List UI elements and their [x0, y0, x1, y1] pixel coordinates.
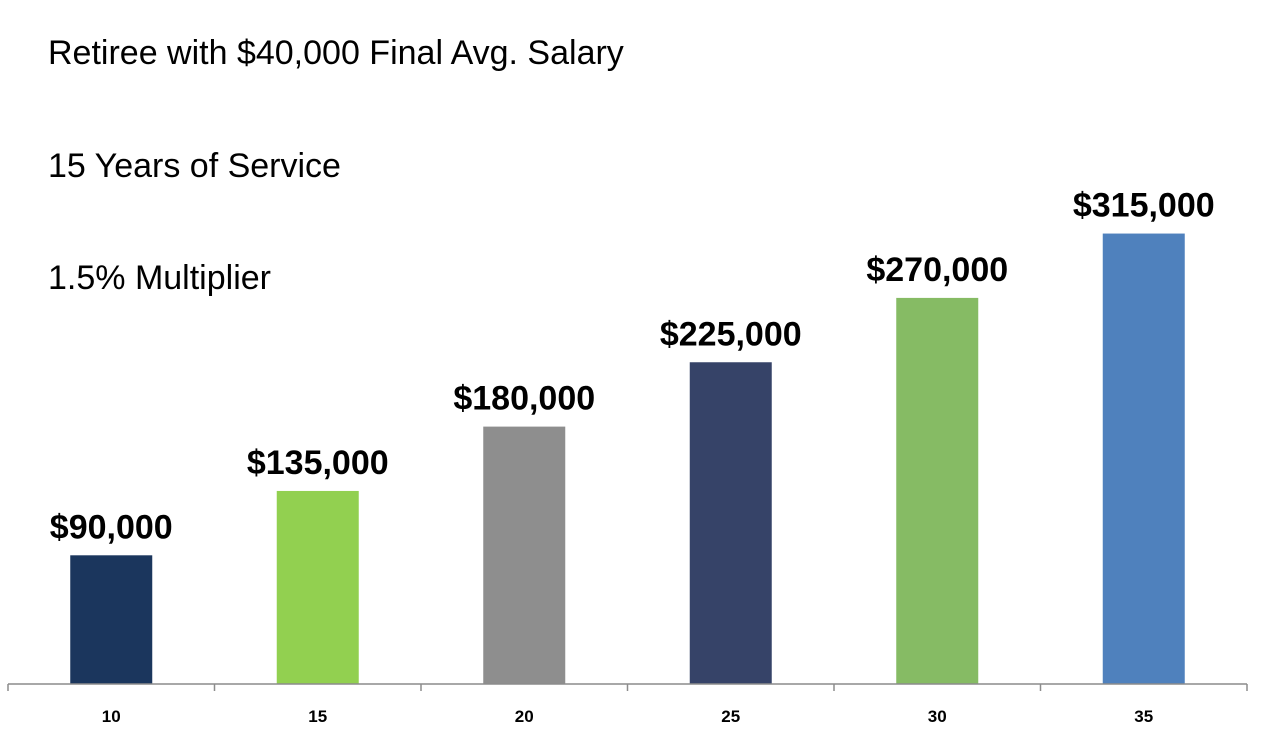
x-tick-label-10: 10: [102, 707, 121, 726]
annotation-salary: Retiree with $40,000 Final Avg. Salary: [48, 34, 624, 72]
annotation-multiplier: 1.5% Multiplier: [48, 259, 271, 297]
x-tick-label-30: 30: [928, 707, 947, 726]
annotation-years-of-service: 15 Years of Service: [48, 147, 341, 185]
bar-15: [276, 490, 359, 684]
bar-35: [1102, 233, 1185, 685]
data-label-30: $270,000: [866, 251, 1008, 289]
bars: [70, 233, 1185, 685]
x-tick-label-25: 25: [721, 707, 740, 726]
bar-10: [70, 555, 153, 684]
data-label-15: $135,000: [247, 444, 389, 482]
data-label-25: $225,000: [660, 315, 802, 353]
x-tick-label-20: 20: [515, 707, 534, 726]
x-axis-tick-labels: 10 15 20 25 30 35: [102, 707, 1153, 726]
x-axis-tick-marks: [7, 684, 1248, 691]
bar-30: [896, 297, 979, 684]
data-label-20: $180,000: [453, 380, 595, 418]
annotations: Retiree with $40,000 Final Avg. Salary 1…: [48, 34, 624, 297]
data-labels: $90,000 $135,000 $180,000 $225,000 $270,000 $…: [50, 187, 1215, 547]
x-tick-label-35: 35: [1134, 707, 1153, 726]
data-label-10: $90,000: [50, 508, 173, 546]
data-label-35: $315,000: [1073, 187, 1215, 225]
bar-25: [689, 362, 772, 684]
bar-20: [483, 426, 566, 684]
x-tick-label-15: 15: [308, 707, 327, 726]
